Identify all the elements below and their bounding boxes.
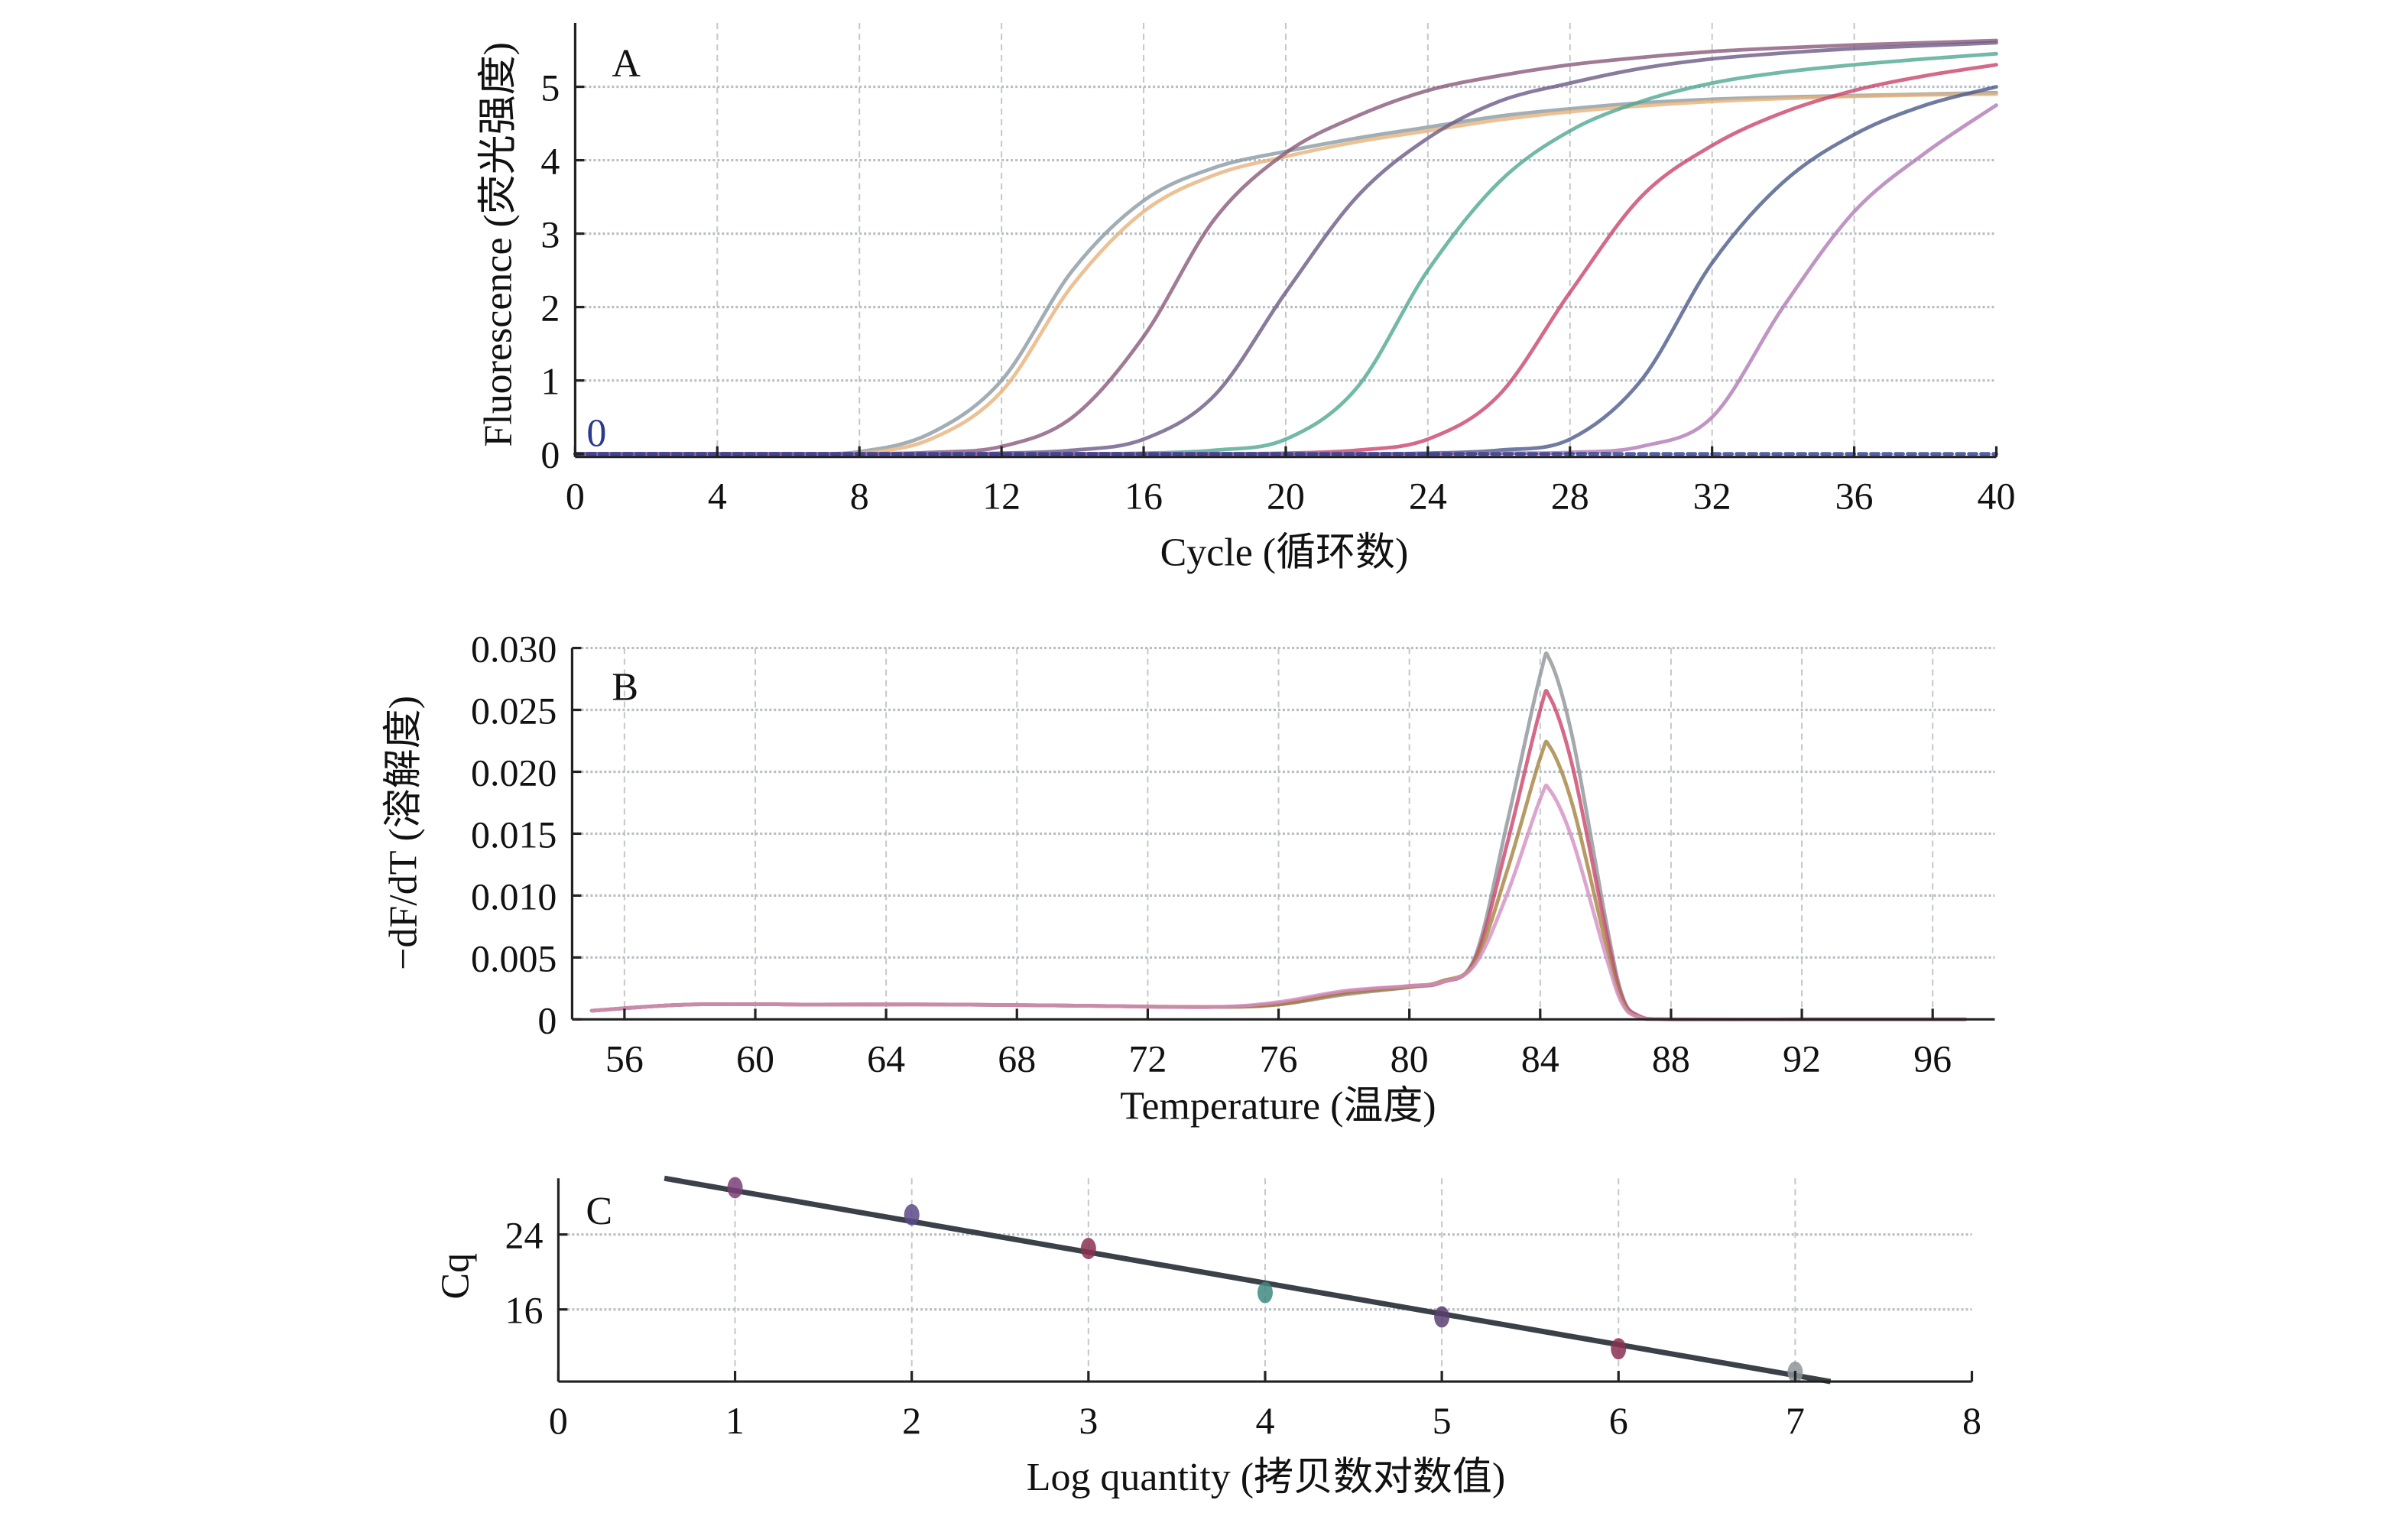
chart-b-xtick-label: 96 xyxy=(1913,1037,1952,1080)
chart-a-xtick-label: 24 xyxy=(1409,475,1447,518)
chart-b-xtick-label: 60 xyxy=(736,1037,774,1080)
chart-c-xtick-label: 2 xyxy=(902,1399,921,1442)
chart-c-grid xyxy=(558,1178,1972,1382)
chart-a-panel-label: A xyxy=(612,42,641,86)
chart-a-xtick-label: 8 xyxy=(850,475,869,518)
chart-c-xtick-label: 7 xyxy=(1786,1399,1805,1442)
chart-c-fit-line xyxy=(664,1175,1832,1385)
chart-c-xtick-label: 8 xyxy=(1962,1399,1981,1442)
chart-c-xtick-label: 1 xyxy=(725,1399,745,1442)
chart-a-annotation: 0 xyxy=(586,412,606,456)
chart-a-xtick-label: 40 xyxy=(1977,475,2015,518)
chart-a-xtick-label: 36 xyxy=(1835,475,1874,518)
chart-b-xtick-label: 84 xyxy=(1521,1037,1559,1080)
chart-c-xtick-label: 5 xyxy=(1433,1399,1452,1442)
chart-c-xlabel: Log quantity (拷贝数对数值) xyxy=(1027,1456,1505,1499)
chart-a-ytick-label: 4 xyxy=(540,140,560,183)
chart-b-xtick-label: 68 xyxy=(998,1037,1036,1080)
chart-b-ticks: 56 60 64 68 72 76 80 84 88 92 96 0 0.005 0.010 0.015 0.… xyxy=(471,628,1952,1080)
chart-b-ytick-label: 0.020 xyxy=(471,751,557,794)
chart-b-series-line-2 xyxy=(589,739,1968,1021)
chart-c-axes xyxy=(557,1178,1974,1383)
chart-b-curves xyxy=(589,651,1968,1022)
chart-a-ytick-label: 1 xyxy=(540,360,560,403)
chart-b-ytick-label: 0.030 xyxy=(471,628,557,670)
chart-a-ytick-label: 5 xyxy=(540,67,560,109)
chart-b-xtick-label: 92 xyxy=(1783,1037,1821,1080)
chart-c-ticks: 0 1 2 3 4 5 6 7 8 16 24 xyxy=(505,1214,1981,1442)
chart-b-xtick-label: 56 xyxy=(605,1037,644,1080)
chart-b-ylabel: −dF/dT (溶解度) xyxy=(382,696,426,970)
chart-c-data-point-5 xyxy=(1434,1306,1450,1328)
chart-c-xtick-label: 3 xyxy=(1079,1399,1098,1442)
chart-c-ylabel: Cq xyxy=(433,1253,477,1300)
chart-a-xtick-label: 28 xyxy=(1551,475,1589,518)
chart-b-ytick-label: 0.025 xyxy=(471,690,557,732)
chart-b-xtick-label: 64 xyxy=(867,1037,905,1080)
chart-b-ytick-label: 0.005 xyxy=(471,937,557,979)
chart-c-data-point-4 xyxy=(1257,1281,1273,1304)
chart-b-series-line-0 xyxy=(589,651,1968,1022)
chart-b-axes xyxy=(570,646,1995,1021)
chart-a-xtick-label: 32 xyxy=(1693,475,1731,518)
chart-c-xtick-label: 0 xyxy=(549,1399,568,1442)
chart-b-series-line-3 xyxy=(589,784,1968,1021)
chart-b: 56 60 64 68 72 76 80 84 88 92 96 0 0.005 0.010 0.015 0.… xyxy=(382,628,1995,1128)
chart-a-xtick-label: 20 xyxy=(1267,475,1305,518)
chart-c-data-point-3 xyxy=(1080,1238,1096,1260)
chart-a-xtick-label: 0 xyxy=(566,475,585,518)
chart-c-panel-label: C xyxy=(586,1190,612,1233)
chart-b-xtick-label: 80 xyxy=(1391,1037,1429,1080)
chart-a-ylabel: Fluorescence (荧光强度) xyxy=(476,42,520,447)
chart-b-xtick-label: 88 xyxy=(1652,1037,1690,1080)
chart-a-ytick-label: 3 xyxy=(540,213,560,256)
chart-a-xtick-label: 4 xyxy=(708,475,727,518)
chart-c: 0 1 2 3 4 5 6 7 8 16 24 C Log quantity (拷贝数对数值) Cq xyxy=(433,1175,1981,1499)
chart-c-ytick-label: 24 xyxy=(505,1214,543,1257)
chart-b-panel-label: B xyxy=(612,666,638,709)
chart-a-xtick-label: 12 xyxy=(982,475,1021,518)
chart-b-xlabel: Temperature (温度) xyxy=(1120,1084,1436,1128)
chart-c-xtick-label: 6 xyxy=(1609,1399,1628,1442)
chart-a-axes xyxy=(573,22,1998,459)
chart-a-curves xyxy=(573,38,1998,456)
chart-b-ytick-label: 0.015 xyxy=(471,813,557,856)
chart-b-grid xyxy=(572,646,1995,1020)
chart-c-xtick-label: 4 xyxy=(1255,1399,1274,1442)
chart-a-ytick-label: 0 xyxy=(540,433,560,476)
chart-c-data-point-2 xyxy=(904,1204,920,1226)
chart-c-points xyxy=(664,1175,1832,1385)
chart-a-ytick-label: 2 xyxy=(540,287,560,330)
chart-b-xtick-label: 72 xyxy=(1128,1037,1167,1080)
chart-b-xtick-label: 76 xyxy=(1260,1037,1298,1080)
chart-c-ytick-label: 16 xyxy=(505,1289,543,1332)
chart-b-ytick-label: 0.010 xyxy=(471,875,557,917)
chart-c-data-point-6 xyxy=(1611,1338,1627,1360)
chart-b-ytick-label: 0 xyxy=(537,998,557,1041)
chart-a-grid xyxy=(575,22,1997,457)
chart-c-data-point-1 xyxy=(727,1177,743,1199)
chart-a-xlabel: Cycle (循环数) xyxy=(1160,531,1409,575)
chart-a-xtick-label: 16 xyxy=(1124,475,1163,518)
